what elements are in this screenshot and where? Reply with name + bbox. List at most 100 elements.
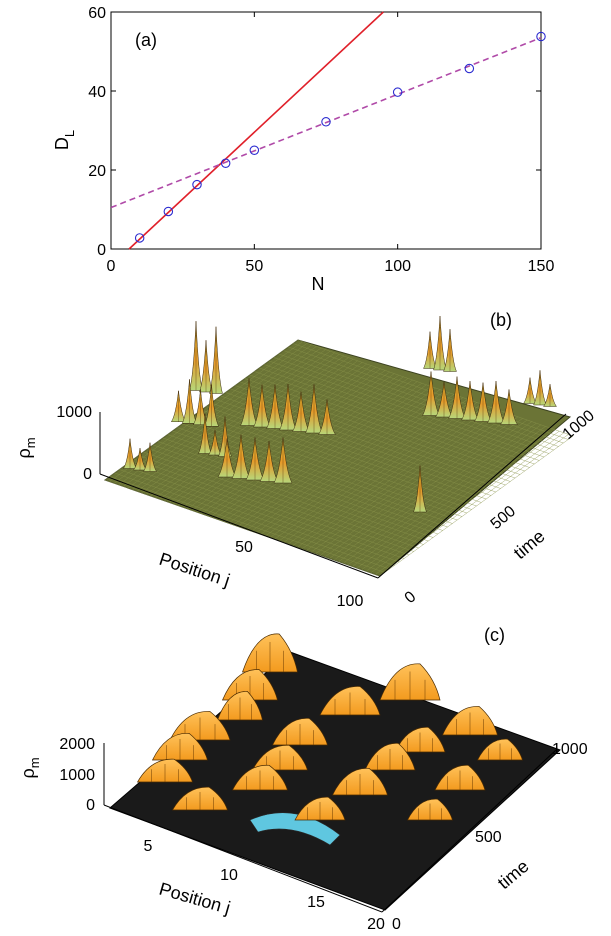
panel-c-label: (c) bbox=[484, 625, 505, 645]
panel-b-mesh-line bbox=[153, 444, 429, 542]
panel-c-surface-dip bbox=[249, 812, 341, 846]
panel-c-y-tick-1000: 1000 bbox=[552, 741, 588, 758]
panel-b-y-axis bbox=[377, 413, 567, 579]
panel-b-z-tick-0: 0 bbox=[83, 466, 92, 483]
panel-b-mesh-line bbox=[119, 469, 395, 566]
panel-b-mesh-line bbox=[220, 395, 496, 493]
panel-b-y-tick-500: 500 bbox=[488, 503, 519, 533]
panel-b-mesh-line bbox=[201, 409, 477, 507]
panel-c-x-tick-10: 10 bbox=[220, 867, 238, 884]
panel-b-mesh-line bbox=[162, 437, 438, 535]
panel-b-mesh-line bbox=[129, 462, 405, 559]
panel-b-z-label-main: ρ bbox=[14, 448, 34, 458]
panel-b-x-tick-100: 100 bbox=[337, 593, 364, 610]
panel-b-surface-peaks bbox=[123, 316, 558, 513]
panel-a-data-point bbox=[163, 206, 174, 217]
panel-b-mesh-line bbox=[109, 476, 385, 573]
panel-a-label: (a) bbox=[135, 30, 157, 50]
panel-b-mesh-line bbox=[114, 472, 390, 570]
panel-b-mesh-line bbox=[254, 371, 530, 468]
panel-c-z-label-main: ρ bbox=[18, 768, 38, 778]
panel-a-data-point bbox=[249, 145, 260, 156]
panel-c-z-label-sub: m bbox=[27, 757, 42, 768]
panel-b-z-axis-label: ρm bbox=[14, 437, 38, 458]
panel-a-x-tick-label: 100 bbox=[384, 258, 411, 275]
panel-c-x-axis bbox=[103, 804, 383, 913]
panel-c-x-tick-5: 5 bbox=[144, 838, 153, 855]
panel-a-fit-lines bbox=[110, 11, 542, 250]
panel-a-y-tick-label: 60 bbox=[88, 5, 106, 22]
panel-c-z-tick-2000: 2000 bbox=[59, 736, 95, 753]
panel-c-y-tick-500: 500 bbox=[475, 829, 502, 846]
panel-b-mesh-line bbox=[283, 350, 559, 447]
panel-a-x-tick-label: 150 bbox=[528, 258, 555, 275]
panel-a-y-axis-label: DL bbox=[52, 130, 77, 150]
panel-b-mesh-line bbox=[225, 392, 501, 489]
panel-c-y-axis-label: time bbox=[494, 856, 533, 893]
panel-a-x-tick-label: 0 bbox=[107, 258, 116, 275]
panel-b-mesh-line bbox=[288, 346, 564, 444]
panel-c-z-tick-1000: 1000 bbox=[59, 767, 95, 784]
panel-a-y-tick-label: 0 bbox=[97, 242, 106, 259]
panel-c-surface-mounds bbox=[136, 633, 523, 821]
panel-c-x-tick-15: 15 bbox=[307, 894, 325, 911]
svg-text:ρm: ρm bbox=[18, 757, 42, 778]
panel-b-mesh-line bbox=[268, 360, 545, 458]
svg-text:ρm: ρm bbox=[14, 437, 38, 458]
panel-a-data-point bbox=[392, 87, 403, 97]
panel-a-data-point bbox=[464, 63, 475, 74]
panel-a-y-label-main: D bbox=[52, 137, 72, 150]
panel-b-y-tick-0: 0 bbox=[402, 588, 420, 607]
panel-b-mesh-line bbox=[249, 374, 525, 472]
panel-c-y-tick-0: 0 bbox=[392, 916, 401, 933]
panel-b-x-axis-label: Position j bbox=[157, 549, 233, 591]
panel-b-mesh-line bbox=[235, 385, 511, 482]
panel-a-data-point bbox=[220, 158, 231, 169]
panel-a-fit-line-solid bbox=[128, 11, 384, 250]
panel-b-mesh-line bbox=[259, 367, 535, 465]
panel-a-y-tick-label: 20 bbox=[88, 163, 106, 180]
panel-b-surface-mesh bbox=[104, 339, 574, 577]
panel-a-y-label-sub: L bbox=[62, 130, 77, 137]
panel-a-x-ticks: 0 50 100 150 bbox=[107, 12, 555, 275]
panel-c-surface-plot: 2000 1000 0 5 10 15 20 0 500 1000 Positi… bbox=[18, 625, 588, 933]
panel-b-z-tick-1000: 1000 bbox=[56, 404, 92, 421]
panel-a-x-axis-label: N bbox=[312, 274, 325, 294]
panel-b-mesh-line bbox=[196, 413, 472, 510]
panel-c-x-axis-label: Position j bbox=[157, 879, 233, 918]
panel-c-z-tick-0: 0 bbox=[86, 797, 95, 814]
panel-b-surface-plot: 1000 0 50 100 0 500 1000 Position j time… bbox=[14, 310, 598, 610]
panel-a-axes-box bbox=[110, 11, 542, 250]
panel-c-y-axis bbox=[381, 749, 557, 913]
panel-a-fit-line-dashed bbox=[110, 36, 542, 209]
panel-a-data-point bbox=[536, 31, 546, 42]
panel-b-x-tick-50: 50 bbox=[235, 539, 253, 556]
panel-b-y-tick-1000: 1000 bbox=[560, 407, 598, 443]
panel-b-mesh-line bbox=[138, 455, 414, 552]
panel-b-mesh-line bbox=[273, 357, 549, 454]
panel-a-y-ticks: 0 20 40 60 bbox=[88, 5, 541, 259]
panel-a-y-tick-label: 40 bbox=[88, 84, 106, 101]
panel-b-mesh-line bbox=[244, 378, 520, 475]
panel-b-mesh-line bbox=[264, 364, 540, 461]
panel-b-z-label-sub: m bbox=[23, 437, 38, 448]
panel-b-label: (b) bbox=[490, 310, 512, 330]
panel-b-mesh-line bbox=[104, 479, 381, 577]
svg-text:DL: DL bbox=[52, 130, 77, 150]
panel-a-data-point bbox=[134, 233, 145, 243]
panel-a-x-tick-label: 50 bbox=[245, 258, 263, 275]
panel-b-mesh-line bbox=[297, 339, 574, 437]
panel-b-y-axis-label: time bbox=[510, 526, 549, 563]
panel-b-mesh-line bbox=[240, 381, 516, 479]
panel-b-mesh-line bbox=[124, 465, 400, 563]
panel-b-mesh-line bbox=[148, 448, 424, 545]
panel-c-x-tick-20: 20 bbox=[367, 916, 385, 933]
panel-b-mesh-line bbox=[133, 458, 410, 556]
panel-c-z-axis-label: ρm bbox=[18, 757, 42, 778]
panel-a-data-points bbox=[134, 31, 546, 243]
panel-a-data-point bbox=[192, 179, 202, 190]
panel-a-scatter-chart: 0 50 100 150 0 20 40 60 (a) N DL bbox=[52, 5, 554, 294]
panel-a-data-point bbox=[321, 117, 331, 127]
panel-b-x-axis bbox=[99, 473, 379, 579]
